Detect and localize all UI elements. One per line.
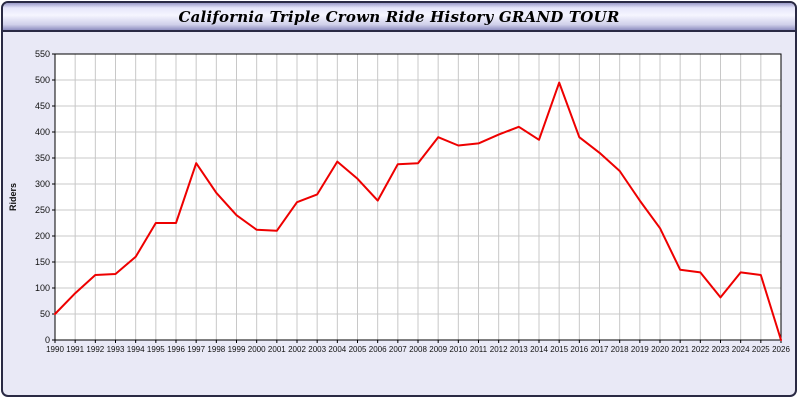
x-tick-label: 1996 (167, 345, 185, 354)
x-tick-label: 1998 (207, 345, 225, 354)
x-tick-label: 2024 (732, 345, 750, 354)
y-tick-label: 500 (35, 75, 50, 85)
x-tick-label: 2021 (671, 345, 689, 354)
x-tick-label: 2008 (409, 345, 427, 354)
x-tick-label: 2023 (712, 345, 730, 354)
x-tick-label: 1991 (66, 345, 84, 354)
x-tick-label: 1993 (107, 345, 125, 354)
window-titlebar: California Triple Crown Ride History GRA… (3, 3, 795, 32)
x-tick-label: 2022 (691, 345, 709, 354)
x-tick-label: 1990 (46, 345, 64, 354)
x-tick-label: 2011 (470, 345, 488, 354)
y-axis-label: Riders (8, 183, 18, 211)
y-tick-label: 550 (35, 49, 50, 59)
x-tick-label: 2002 (288, 345, 306, 354)
x-tick-label: 2025 (752, 345, 770, 354)
y-tick-label: 400 (35, 127, 50, 137)
x-tick-label: 2026 (772, 345, 790, 354)
x-tick-label: 2014 (530, 345, 548, 354)
x-tick-label: 1995 (147, 345, 165, 354)
x-tick-label: 2005 (349, 345, 367, 354)
x-tick-label: 2009 (429, 345, 447, 354)
y-tick-label: 50 (40, 309, 50, 319)
page-title: California Triple Crown Ride History GRA… (178, 7, 620, 26)
x-tick-label: 2012 (490, 345, 508, 354)
x-tick-label: 1997 (187, 345, 205, 354)
x-tick-label: 2019 (631, 345, 649, 354)
x-tick-label: 2000 (248, 345, 266, 354)
x-tick-label: 2004 (328, 345, 346, 354)
x-tick-label: 2017 (591, 345, 609, 354)
x-tick-label: 2010 (449, 345, 467, 354)
y-tick-label: 150 (35, 257, 50, 267)
y-tick-label: 0 (45, 335, 50, 345)
x-tick-label: 1994 (127, 345, 145, 354)
x-tick-label: 2015 (550, 345, 568, 354)
y-tick-label: 450 (35, 101, 50, 111)
x-tick-label: 2018 (611, 345, 629, 354)
x-tick-label: 1992 (86, 345, 104, 354)
x-tick-label: 2003 (308, 345, 326, 354)
x-tick-label: 2013 (510, 345, 528, 354)
y-tick-label: 200 (35, 231, 50, 241)
chart-area: 0 50 100 150 200 250 300 350 400 450 500 550 1990 199… (3, 32, 795, 395)
y-tick-label: 250 (35, 205, 50, 215)
y-tick-label: 300 (35, 179, 50, 189)
x-tick-label: 2007 (389, 345, 407, 354)
x-tick-label: 2020 (651, 345, 669, 354)
x-tick-label: 2006 (369, 345, 387, 354)
y-tick-label: 350 (35, 153, 50, 163)
x-tick-label: 2016 (570, 345, 588, 354)
x-tick-label: 2001 (268, 345, 286, 354)
series-riders (54, 81, 782, 341)
y-tick-label: 100 (35, 283, 50, 293)
x-tick-label: 1999 (228, 345, 246, 354)
